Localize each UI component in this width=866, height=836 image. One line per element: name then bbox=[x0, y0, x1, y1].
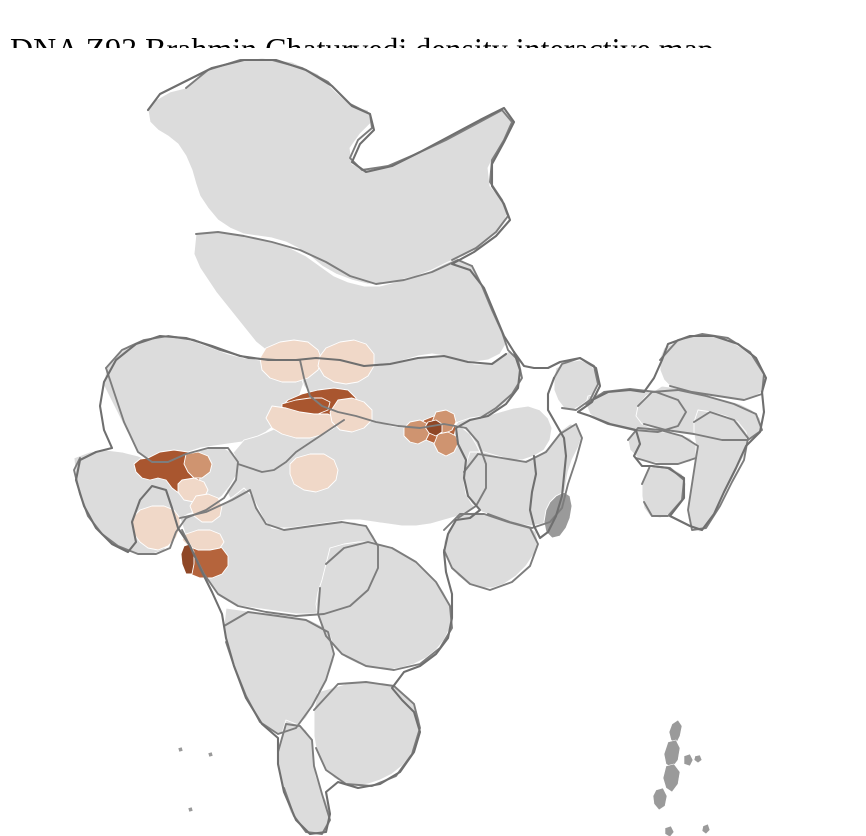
island-middle-andaman bbox=[663, 739, 681, 769]
island-barren bbox=[693, 754, 703, 764]
district-thane[interactable] bbox=[181, 529, 225, 551]
map-container[interactable] bbox=[0, 48, 866, 836]
island-ritchie bbox=[683, 753, 694, 767]
country-outline bbox=[74, 58, 768, 836]
district-vaishali[interactable] bbox=[433, 431, 459, 457]
district-vadodara[interactable] bbox=[189, 493, 223, 523]
island-lakshadweep-north bbox=[177, 746, 184, 753]
district-kheda[interactable] bbox=[183, 451, 213, 479]
island-lakshadweep-south bbox=[187, 806, 194, 813]
choropleth-highlight-layer[interactable] bbox=[131, 339, 573, 579]
india-district-map[interactable] bbox=[0, 48, 866, 836]
district-nalanda[interactable] bbox=[403, 419, 431, 445]
island-nicobar-small bbox=[701, 823, 711, 835]
district-bhopal[interactable] bbox=[289, 453, 339, 493]
island-north-andaman bbox=[668, 719, 683, 745]
island-little-andaman bbox=[652, 787, 668, 811]
island-car-nicobar bbox=[664, 825, 675, 836]
island-south-andaman bbox=[662, 763, 681, 793]
island-group bbox=[177, 719, 711, 836]
island-lakshadweep-mid bbox=[207, 751, 214, 758]
